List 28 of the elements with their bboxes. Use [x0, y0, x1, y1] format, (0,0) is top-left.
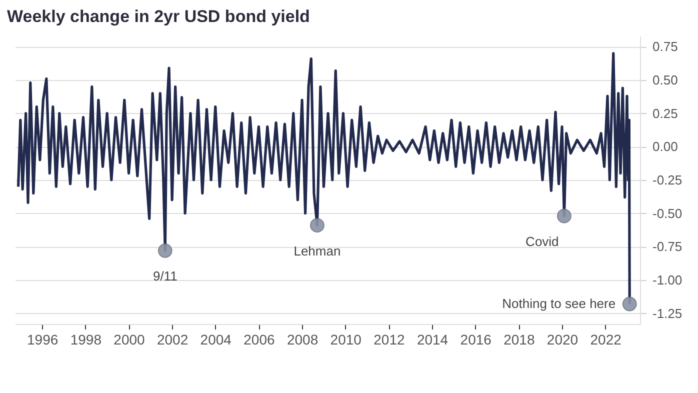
x-tick-label: 2004 — [200, 332, 232, 348]
x-tick-label: 2002 — [156, 332, 188, 348]
annotation: Nothing to see here — [502, 296, 616, 311]
y-tick-label: -0.25 — [652, 172, 682, 188]
x-tick-label: 2016 — [460, 332, 492, 348]
chart-title: Weekly change in 2yr USD bond yield — [7, 7, 310, 26]
annotation: Covid — [526, 234, 559, 249]
x-tick-label: 2020 — [546, 332, 578, 348]
y-tick-label: 0.25 — [652, 106, 678, 121]
x-tick-label: 2000 — [114, 332, 146, 348]
annotation: 9/11 — [152, 268, 178, 284]
x-tick-label: 2018 — [504, 332, 535, 348]
x-tick-label: 2008 — [286, 332, 318, 348]
x-tick-label: 2010 — [330, 332, 362, 348]
x-tick-label: 2006 — [244, 332, 275, 348]
y-tick-label: -1.00 — [652, 272, 682, 288]
y-tick-label: -0.75 — [652, 239, 682, 254]
annotation: Lehman — [294, 243, 341, 258]
y-tick-label: 0.75 — [652, 39, 678, 54]
x-tick-label: 2022 — [590, 332, 622, 348]
x-tick-label: 1996 — [27, 332, 58, 348]
y-tick-label: 0.50 — [652, 72, 678, 88]
x-tick-label: 2012 — [374, 332, 405, 348]
y-tick-label: -0.50 — [652, 206, 682, 221]
x-tick-label: 1998 — [70, 332, 102, 348]
x-tick-label: 2014 — [416, 332, 448, 348]
y-tick-label: 0.00 — [652, 139, 678, 154]
y-tick-label: -1.25 — [652, 306, 682, 321]
